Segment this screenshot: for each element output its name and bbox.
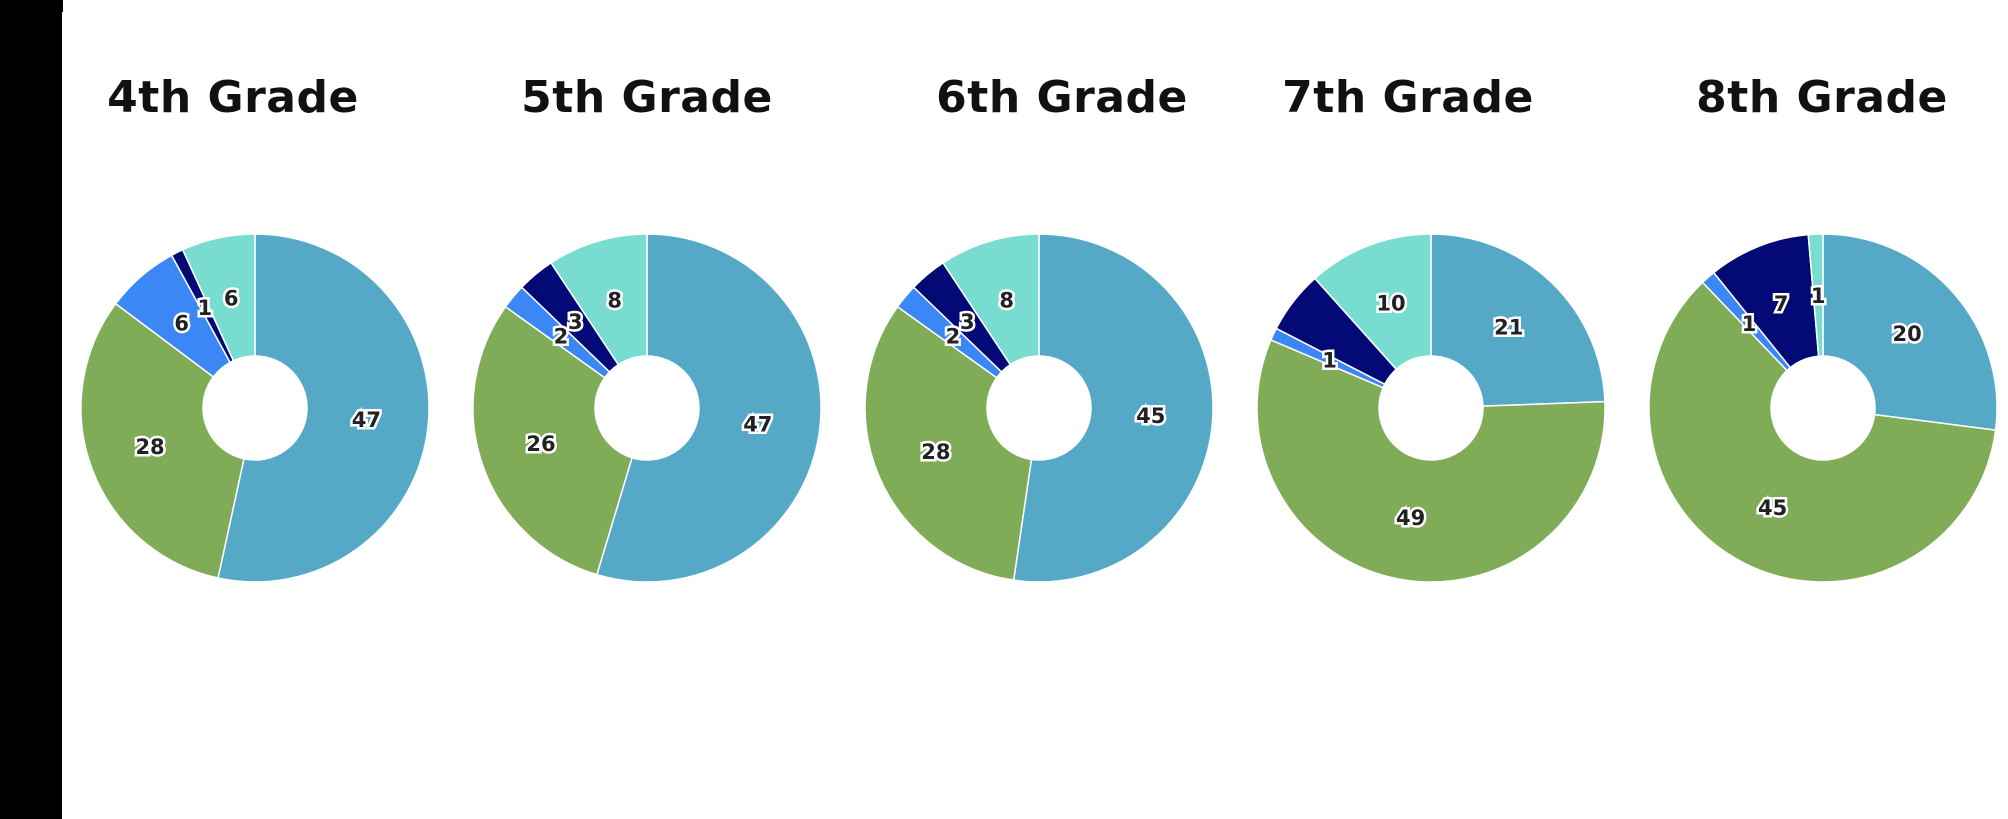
donut-slice (181, 233, 256, 362)
slice-value-label: 6 (174, 311, 189, 335)
chart-title-7th-grade: 7th Grade (1282, 72, 1534, 123)
slice-value-label: 8 (607, 289, 622, 313)
donut-slice (80, 302, 245, 579)
slice-value-label: 28 (921, 440, 950, 464)
slice-value-label: 3 (960, 310, 975, 334)
donut-slice (1807, 233, 1824, 357)
chart-title-6th-grade: 6th Grade (936, 72, 1188, 123)
slice-value-label: 45 (1758, 496, 1787, 520)
slice-value-label: 28 (135, 435, 164, 459)
donut-chart-0: 47 28 61 6 (80, 233, 430, 583)
slice-value-label: 20 (1892, 322, 1921, 346)
slice-value-label: 1 (1811, 284, 1826, 308)
donut-slice (472, 305, 633, 576)
slice-value-label: 2 (554, 324, 569, 348)
donut-chart-2: 45 28 238 (864, 233, 1214, 583)
donut-slice (595, 233, 822, 583)
slice-value-label: 21 (1494, 315, 1523, 339)
slice-value-label: 1 (198, 296, 213, 320)
donut-slice (941, 233, 1040, 366)
donut-slice (1648, 281, 1997, 583)
donut-slice (1012, 233, 1214, 583)
slice-value-label: 7 (1774, 292, 1789, 316)
donut-slice (1822, 233, 1998, 431)
left-edge-bar (0, 0, 62, 819)
slice-value-label: 47 (743, 412, 772, 436)
left-edge-notch (62, 0, 63, 12)
slice-value-label: 6 (224, 287, 239, 311)
donut-slice (1313, 233, 1432, 371)
slice-value-label: 47 (352, 408, 381, 432)
slice-value-label: 45 (1136, 404, 1165, 428)
donut-slice (217, 233, 430, 583)
slice-value-label: 26 (526, 432, 555, 456)
donut-chart-1: 47 26 238 (472, 233, 822, 583)
slice-value-label: 2 (946, 324, 961, 348)
donut-slice (1430, 233, 1606, 407)
chart-title-4th-grade: 4th Grade (107, 72, 359, 123)
slice-value-label: 1 (1322, 348, 1337, 372)
slice-value-label: 10 (1376, 291, 1405, 315)
donut-slice (1256, 338, 1606, 583)
donut-slice (864, 305, 1033, 581)
slice-value-label: 8 (999, 289, 1014, 313)
donut-slice (549, 233, 648, 366)
donut-chart-4: 20 45 17 1 (1648, 233, 1998, 583)
slice-value-label: 49 (1396, 506, 1425, 530)
donut-chart-3: 21 49 1 10 (1256, 233, 1606, 583)
chart-title-5th-grade: 5th Grade (521, 72, 773, 123)
chart-title-8th-grade: 8th Grade (1696, 72, 1948, 123)
slice-value-label: 3 (568, 310, 583, 334)
slice-value-label: 1 (1742, 312, 1757, 336)
